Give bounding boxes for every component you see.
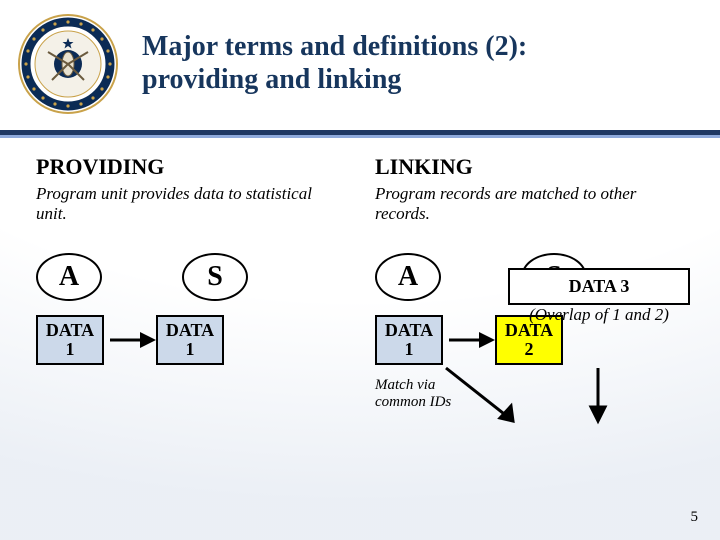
linking-data-1: DATA 1 — [375, 315, 443, 365]
divider-light — [0, 135, 720, 138]
oval-a-left: A — [36, 253, 102, 301]
linking-heading: LINKING — [375, 154, 684, 180]
providing-heading: PROVIDING — [36, 154, 345, 180]
linking-desc: Program records are matched to other rec… — [375, 184, 684, 223]
title-line-2: providing and linking — [142, 64, 401, 95]
title-line-1: Major terms and definitions (2): — [142, 31, 527, 62]
data-3-box: DATA 3 — [508, 268, 690, 305]
page-title: Major terms and definitions (2): providi… — [142, 30, 720, 96]
header: Major terms and definitions (2): providi… — [0, 0, 720, 132]
data-3-caption: (Overlap of 1 and 2) — [508, 305, 690, 325]
providing-data-1: DATA 1 — [36, 315, 104, 365]
providing-data-2: DATA 1 — [156, 315, 224, 365]
providing-desc: Program unit provides data to statistica… — [36, 184, 345, 223]
providing-column: PROVIDING Program unit provides data to … — [36, 154, 345, 411]
oval-a-right: A — [375, 253, 441, 301]
data3-group: DATA 3 (Overlap of 1 and 2) — [508, 268, 690, 325]
oval-s-left: S — [182, 253, 248, 301]
providing-data-row: DATA 1 DATA 1 — [36, 315, 345, 365]
match-note: Match via common IDs — [375, 377, 684, 411]
arrow-right-icon — [104, 328, 156, 352]
arrow-right-icon — [443, 328, 495, 352]
presidential-seal-icon — [18, 14, 118, 114]
page-number: 5 — [691, 509, 699, 526]
providing-letters-row: A S — [36, 253, 345, 301]
